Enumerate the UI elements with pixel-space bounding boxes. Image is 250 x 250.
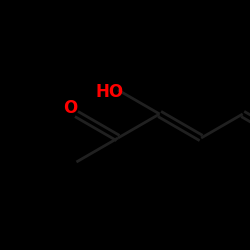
Text: HO: HO xyxy=(96,83,124,101)
Text: O: O xyxy=(63,99,78,117)
